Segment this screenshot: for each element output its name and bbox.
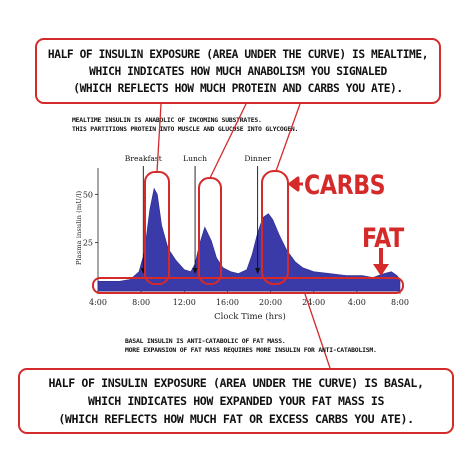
x-tick-label: 8:00 xyxy=(132,298,150,307)
meal-arrowhead-icon xyxy=(192,268,198,274)
x-tick-label: 16:00 xyxy=(216,298,239,307)
fat-arrow-icon xyxy=(373,264,389,276)
basal-note: BASAL INSULIN IS ANTI-CATABOLIC OF FAT M… xyxy=(125,337,377,354)
bottom-callout-connector xyxy=(304,293,331,369)
mealtime-note-line-2: THIS PARTITIONS PROTEIN INTO MUSCLE AND … xyxy=(72,124,299,133)
bottom-callout-box: HALF OF INSULIN EXPOSURE (AREA UNDER THE… xyxy=(18,368,454,434)
basal-highlight-band xyxy=(92,277,404,294)
top-callout-connector-breakfast xyxy=(156,103,162,173)
y-tick-label: 25 xyxy=(83,239,93,248)
mealtime-note: MEALTIME INSULIN IS ANABOLIC OF INCOMING… xyxy=(72,116,298,133)
mealtime-note-line-1: MEALTIME INSULIN IS ANABOLIC OF INCOMING… xyxy=(72,116,262,124)
insulin-area-series xyxy=(97,187,401,292)
x-tick-label: 4:00 xyxy=(89,298,107,307)
top-callout-connector-lunch xyxy=(209,103,247,179)
basal-note-line-2: MORE EXPANSION OF FAT MASS REQUIRES MORE… xyxy=(125,345,377,354)
top-callout-box: HALF OF INSULIN EXPOSURE (AREA UNDER THE… xyxy=(35,38,441,104)
bottom-callout-line-3: (WHICH REFLECTS HOW MUCH FAT OR EXCESS C… xyxy=(58,412,414,426)
meal-arrowhead-icon xyxy=(255,268,261,274)
y-tick-label: 50 xyxy=(83,190,93,199)
bottom-callout-line-1: HALF OF INSULIN EXPOSURE (AREA UNDER THE… xyxy=(48,376,424,390)
carbs-arrow-icon xyxy=(288,176,303,192)
x-tick-label: 20:00 xyxy=(259,298,282,307)
x-tick-label: 8:00 xyxy=(391,298,409,307)
y-axis-title: Plasma insulin (mU/l) xyxy=(75,191,83,266)
carbs-label: CARBS xyxy=(304,170,386,201)
top-callout-line-3: (WHICH REFLECTS HOW MUCH PROTEIN AND CAR… xyxy=(73,81,403,95)
x-axis-title: Clock Time (hrs) xyxy=(214,311,286,322)
fat-label: FAT xyxy=(362,223,404,254)
x-tick-label: 4:00 xyxy=(348,298,366,307)
top-callout-line-2: WHICH INDICATES HOW MUCH ANABOLISM YOU S… xyxy=(89,64,387,78)
dinner-peak-highlight xyxy=(261,170,289,285)
x-tick-label: 24:00 xyxy=(302,298,325,307)
meal-label-lunch: Lunch xyxy=(183,154,207,163)
x-tick-label: 12:00 xyxy=(173,298,196,307)
top-callout-line-1: HALF OF INSULIN EXPOSURE (AREA UNDER THE… xyxy=(47,47,429,61)
meal-label-dinner: Dinner xyxy=(244,154,271,163)
basal-note-line-1: BASAL INSULIN IS ANTI-CATABOLIC OF FAT M… xyxy=(125,337,286,345)
meal-label-breakfast: Breakfast xyxy=(125,154,162,163)
top-callout-connector-dinner xyxy=(275,103,301,172)
bottom-callout-line-2: WHICH INDICATES HOW EXPANDED YOUR FAT MA… xyxy=(87,394,385,408)
